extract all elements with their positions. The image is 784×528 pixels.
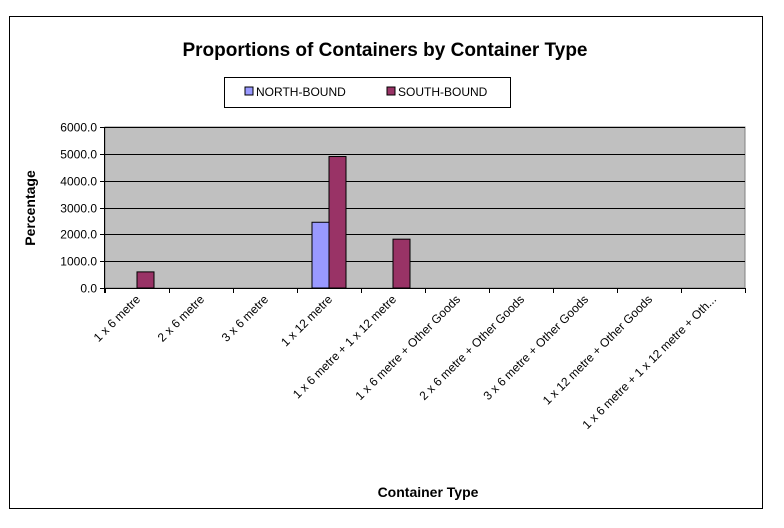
y-tick-label: 5000.0: [60, 148, 97, 162]
y-tick-label: 1000.0: [60, 255, 97, 269]
y-tick-label: 3000.0: [60, 202, 97, 216]
axes: [100, 127, 746, 293]
legend-swatch-north-bound: [244, 86, 254, 96]
y-tick-label: 2000.0: [60, 228, 97, 242]
chart-title: Proportions of Containers by Container T…: [182, 40, 587, 61]
y-tick-label: 6000.0: [60, 121, 97, 135]
gridlines: [105, 127, 745, 262]
bar-south-bound: [136, 271, 155, 289]
legend: NORTH-BOUND SOUTH-BOUND: [224, 77, 511, 108]
y-tick-label: 0.0: [80, 282, 97, 296]
legend-box: [224, 77, 511, 108]
legend-swatch-south-bound: [386, 86, 396, 96]
bar-north-bound: [311, 221, 330, 289]
y-axis-tick-labels: 0.0 1000.0 2000.0 3000.0 4000.0 5000.0 6000.0: [60, 121, 97, 296]
bar-south-bound: [328, 156, 347, 289]
bar-south-bound: [392, 238, 411, 289]
y-tick-label: 4000.0: [60, 175, 97, 189]
legend-label-north-bound: NORTH-BOUND: [256, 85, 346, 99]
bars: [136, 156, 411, 289]
legend-label-south-bound: SOUTH-BOUND: [398, 85, 488, 99]
plot-area: [104, 126, 746, 289]
x-axis-title: Container Type: [378, 484, 479, 500]
y-axis-title: Percentage: [22, 170, 38, 246]
